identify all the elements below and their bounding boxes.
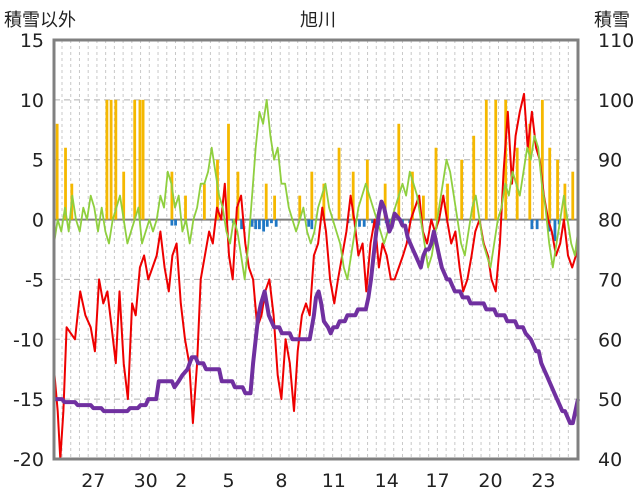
x-tick-label: 2 <box>175 470 187 492</box>
right-tick-label: 90 <box>598 150 622 172</box>
bar <box>540 99 544 220</box>
bar <box>174 219 177 226</box>
left-axis-ticks: 15 10 5 0 -5 -10 -15 -20 <box>13 30 44 471</box>
bar <box>535 219 539 230</box>
x-tick-label: 11 <box>322 470 346 492</box>
bar <box>337 147 341 220</box>
right-tick-label: 40 <box>598 449 622 471</box>
bar <box>494 99 498 220</box>
bar <box>184 195 187 220</box>
bar <box>170 171 174 220</box>
bar <box>371 219 374 224</box>
bar <box>553 219 557 242</box>
left-tick-label: 5 <box>32 150 44 172</box>
bar <box>504 99 508 220</box>
x-tick-label: 23 <box>531 470 555 492</box>
bar <box>138 99 142 220</box>
bar <box>434 147 438 220</box>
bar <box>64 147 67 220</box>
bar <box>362 219 366 227</box>
bar <box>460 159 464 220</box>
left-tick-label: 10 <box>20 90 44 112</box>
series-line <box>53 99 579 281</box>
bar <box>351 171 355 220</box>
x-axis-ticks: 27 30 2 5 8 11 14 17 20 23 <box>81 470 555 492</box>
bar <box>298 195 302 220</box>
bar <box>515 147 519 220</box>
bar <box>310 219 314 230</box>
chart-marks <box>53 92 580 460</box>
bar <box>262 219 265 232</box>
bar <box>472 135 476 220</box>
bar <box>202 183 206 220</box>
bar <box>270 219 273 224</box>
plot-frame <box>52 38 580 461</box>
bar <box>122 171 126 220</box>
right-axis-ticks: 110 100 90 80 70 60 50 40 <box>598 30 634 471</box>
right-tick-label: 70 <box>598 269 622 291</box>
x-tick-label: 14 <box>375 470 399 492</box>
series-line <box>53 92 579 460</box>
right-tick-label: 100 <box>598 90 634 112</box>
bar <box>133 99 137 220</box>
x-tick-label: 27 <box>81 470 105 492</box>
bar <box>310 171 314 220</box>
bar <box>227 123 230 220</box>
left-tick-label: 0 <box>32 210 44 232</box>
right-axis-label: 積雪 <box>594 10 630 31</box>
series-line <box>54 199 580 426</box>
bar <box>484 99 488 220</box>
bar <box>114 99 118 220</box>
bar <box>528 123 532 220</box>
right-tick-label: 50 <box>598 389 622 411</box>
bar <box>397 123 401 220</box>
x-tick-label: 5 <box>222 470 234 492</box>
chart-title: 旭川 <box>300 10 336 31</box>
x-tick-label: 8 <box>275 470 287 492</box>
bar <box>383 183 387 220</box>
bar <box>264 183 268 220</box>
right-tick-label: 110 <box>598 30 634 52</box>
bar <box>105 99 109 220</box>
bar <box>109 99 113 220</box>
bar <box>411 171 414 220</box>
x-tick-label: 30 <box>134 470 158 492</box>
x-tick-label: 17 <box>425 470 449 492</box>
left-tick-label: -5 <box>25 269 44 291</box>
bar <box>240 219 243 230</box>
bar <box>307 219 311 227</box>
bar <box>548 147 552 220</box>
x-tick-label: 20 <box>478 470 502 492</box>
bar <box>258 219 261 230</box>
bar <box>556 159 559 220</box>
bar <box>141 99 145 220</box>
left-tick-label: -20 <box>13 449 44 471</box>
left-axis-label: 積雪以外 <box>4 10 76 31</box>
bar <box>358 219 361 227</box>
bar <box>254 219 258 230</box>
bar <box>250 219 254 227</box>
left-tick-label: 15 <box>20 30 44 52</box>
bar <box>322 183 326 220</box>
bar <box>236 171 240 220</box>
bar <box>446 183 449 220</box>
bar <box>530 219 534 230</box>
bar <box>422 195 425 220</box>
left-tick-label: -10 <box>13 329 44 351</box>
right-tick-label: 60 <box>598 329 622 351</box>
right-tick-label: 80 <box>598 210 622 232</box>
bar <box>273 195 277 220</box>
bar <box>55 123 59 220</box>
bar <box>170 219 174 226</box>
bar <box>274 219 278 227</box>
left-tick-label: -15 <box>13 389 44 411</box>
bar <box>571 171 575 220</box>
bar <box>265 219 269 227</box>
